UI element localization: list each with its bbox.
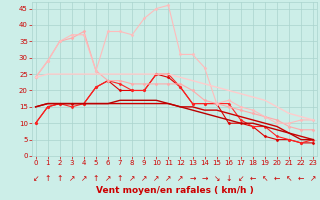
- X-axis label: Vent moyen/en rafales ( km/h ): Vent moyen/en rafales ( km/h ): [96, 186, 253, 195]
